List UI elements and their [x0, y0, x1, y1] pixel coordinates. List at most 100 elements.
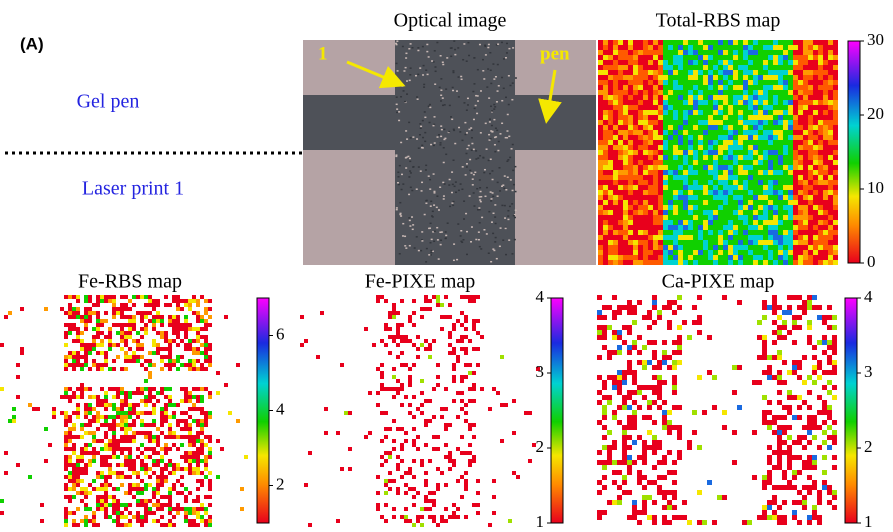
pixel [618, 40, 623, 45]
pixel [772, 430, 777, 435]
pixel [678, 170, 683, 175]
pixel [647, 515, 652, 520]
pixel [833, 45, 838, 50]
pixel [637, 360, 642, 365]
speck [436, 227, 438, 229]
pixel [708, 135, 713, 140]
pixel [144, 399, 148, 403]
pixel [76, 299, 80, 303]
pixel [156, 507, 160, 511]
pixel [688, 70, 693, 75]
pixel [648, 245, 653, 250]
pixel [598, 145, 603, 150]
pixel [713, 175, 718, 180]
pixel [196, 499, 200, 503]
pixel [116, 423, 120, 427]
pixel [308, 523, 312, 527]
pixel [404, 339, 408, 343]
speck [474, 172, 476, 174]
pixel [783, 135, 788, 140]
pixel [476, 363, 480, 367]
pixel [703, 110, 708, 115]
speck [475, 95, 477, 97]
pixel [713, 130, 718, 135]
pixel [120, 475, 124, 479]
pixel [597, 420, 602, 425]
pixel [172, 299, 176, 303]
pixel [627, 415, 632, 420]
speck [439, 232, 441, 234]
pixel [168, 415, 172, 419]
pixel [156, 435, 160, 439]
pixel [597, 325, 602, 330]
speck [497, 90, 499, 92]
pixel [200, 483, 204, 487]
pixel [768, 190, 773, 195]
pixel [643, 145, 648, 150]
pixel [512, 431, 516, 435]
pixel [80, 435, 84, 439]
pixel [598, 190, 603, 195]
pixel [184, 467, 188, 471]
pixel [188, 339, 192, 343]
pixel [803, 185, 808, 190]
pixel [687, 335, 692, 340]
pixel [400, 387, 404, 391]
pixel [80, 459, 84, 463]
pixel [613, 165, 618, 170]
pixel [718, 220, 723, 225]
pixel [618, 155, 623, 160]
pixel [803, 50, 808, 55]
pixel [608, 120, 613, 125]
pixel [464, 375, 468, 379]
pixel [818, 250, 823, 255]
pixel [508, 519, 512, 523]
pixel [104, 455, 108, 459]
pixel [224, 315, 228, 319]
pixel [92, 431, 96, 435]
pixel [623, 90, 628, 95]
pixel [648, 250, 653, 255]
pixel [718, 205, 723, 210]
pixel [112, 443, 116, 447]
pixel [602, 330, 607, 335]
pixel [424, 499, 428, 503]
speck [430, 144, 432, 146]
pixel [84, 351, 88, 355]
pixel [100, 403, 104, 407]
pixel [384, 387, 388, 391]
pixel [782, 515, 787, 520]
pixel [763, 255, 768, 260]
pixel [618, 195, 623, 200]
pixel [798, 240, 803, 245]
pixel [116, 331, 120, 335]
pixel [164, 451, 168, 455]
pixel [156, 343, 160, 347]
pixel [693, 170, 698, 175]
pixel [688, 255, 693, 260]
pixel [204, 319, 208, 323]
pixel [807, 460, 812, 465]
pixel [597, 450, 602, 455]
pixel [693, 55, 698, 60]
pixel [713, 95, 718, 100]
pixel [663, 190, 668, 195]
pixel [100, 331, 104, 335]
pixel [116, 515, 120, 519]
pixel [833, 235, 838, 240]
pixel [732, 430, 737, 435]
pixel [763, 65, 768, 70]
pixel [792, 320, 797, 325]
pixel [668, 80, 673, 85]
pixel [96, 403, 100, 407]
pixel [164, 419, 168, 423]
speck [471, 130, 473, 132]
pixel [828, 215, 833, 220]
pixel [500, 439, 504, 443]
pixel [703, 95, 708, 100]
pixel [822, 420, 827, 425]
pixel [663, 255, 668, 260]
pixel [708, 75, 713, 80]
pixel [633, 95, 638, 100]
pixel [88, 451, 92, 455]
